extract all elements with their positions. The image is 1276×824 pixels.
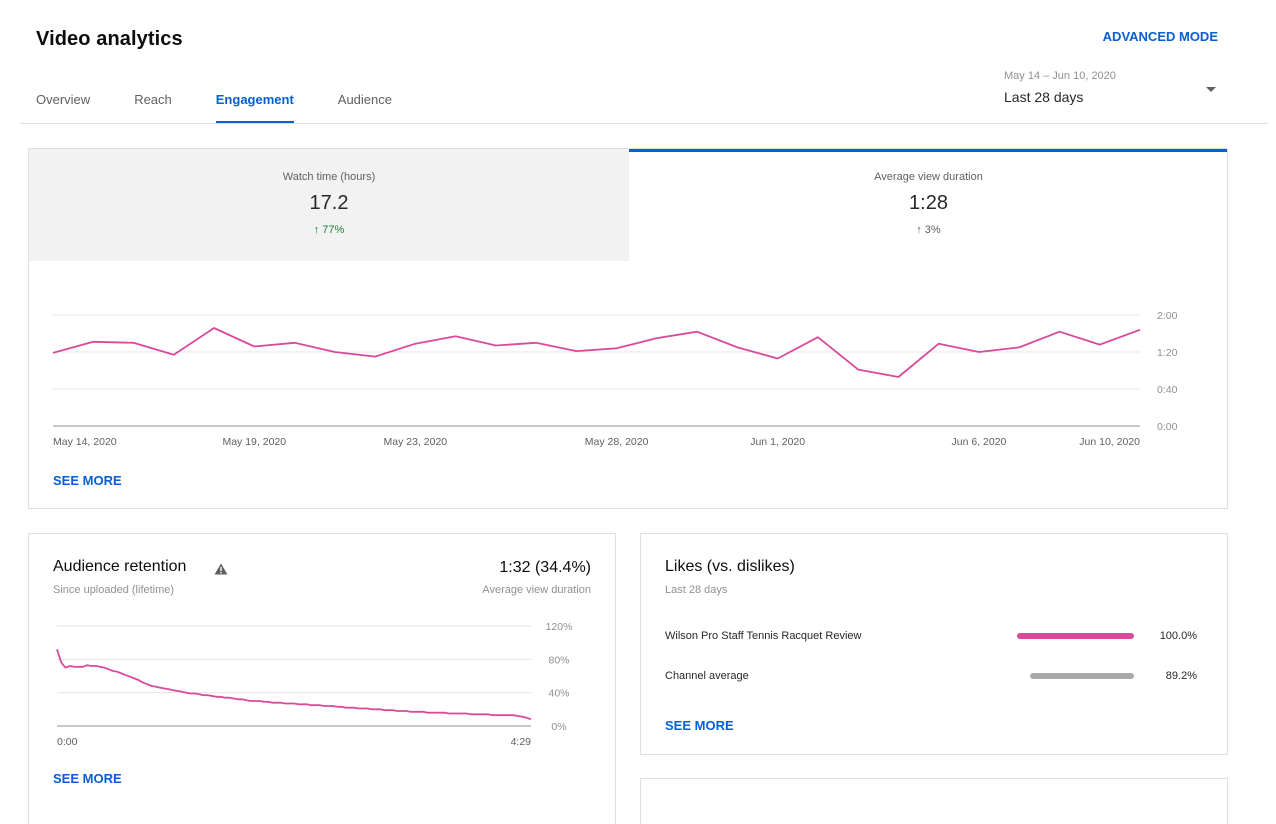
- x-tick-label: Jun 6, 2020: [952, 436, 1007, 448]
- metric-delta: ↑ 3%: [629, 224, 1227, 236]
- x-tick-label: 0:00: [57, 736, 78, 748]
- card-title: Audience retention: [53, 558, 187, 575]
- tab-overview[interactable]: Overview: [36, 92, 91, 107]
- arrow-up-icon: ↑: [313, 224, 320, 236]
- retention-value: 1:32 (34.4%): [499, 559, 591, 576]
- y-tick-label: 1:20: [1157, 347, 1178, 359]
- likes-bar-video: [1017, 633, 1134, 639]
- advanced-mode-button[interactable]: ADVANCED MODE: [1102, 29, 1218, 44]
- x-tick-label: May 19, 2020: [222, 436, 286, 448]
- date-range-label: Last 28 days: [1004, 89, 1084, 105]
- see-more-retention-link[interactable]: SEE MORE: [53, 771, 122, 786]
- likes-row-label-video: Wilson Pro Staff Tennis Racquet Review: [665, 630, 862, 642]
- tab-reach[interactable]: Reach: [134, 92, 172, 107]
- y-tick-label: 120%: [546, 621, 573, 633]
- audience-retention-chart: 0% 40% 80% 120% 0:00 4:29: [56, 621, 573, 748]
- metric-label: Average view duration: [874, 171, 983, 183]
- x-tick-label: May 28, 2020: [585, 436, 649, 448]
- audience-retention-card: Audience retention Since uploaded (lifet…: [28, 533, 616, 824]
- date-range-text: May 14 – Jun 10, 2020: [1004, 70, 1116, 82]
- engagement-card: Watch time (hours) 17.2 ↑ 77% Average vie…: [28, 148, 1228, 509]
- y-tick-label: 40%: [548, 688, 569, 700]
- y-tick-label: 80%: [548, 654, 569, 666]
- arrow-up-icon: ↑: [916, 224, 922, 236]
- metric-value: 1:28: [909, 192, 948, 214]
- card-title: Likes (vs. dislikes): [665, 558, 795, 575]
- tabs-divider: [20, 123, 1268, 124]
- tab-bar: Overview Reach Engagement Audience: [36, 92, 436, 124]
- x-tick-label: May 14, 2020: [53, 436, 117, 448]
- card-subtitle: Since uploaded (lifetime): [53, 584, 175, 596]
- x-tick-label: May 23, 2020: [384, 436, 448, 448]
- metric-delta: ↑ 77%: [29, 224, 629, 236]
- series-line: [52, 327, 1141, 378]
- x-tick-label: Jun 10, 2020: [1079, 436, 1140, 448]
- metric-label: Watch time (hours): [282, 171, 376, 183]
- likes-bar-channel: [1029, 673, 1134, 679]
- tab-engagement[interactable]: Engagement: [215, 92, 294, 124]
- y-tick-label: 0:40: [1157, 384, 1178, 396]
- likes-percent-channel: 89.2%: [1165, 670, 1197, 682]
- likes-percent-video: 100.0%: [1159, 630, 1197, 642]
- metric-tab-average-view-duration[interactable]: Average view duration 1:28 ↑ 3%: [629, 149, 1227, 261]
- avg-view-duration-chart: 0:00 0:40 1:20 2:00 May 14, 2020 May 19, 2020…: [52, 310, 1178, 448]
- y-tick-label: 0%: [551, 721, 566, 733]
- y-tick-label: 2:00: [1157, 310, 1178, 322]
- metric-delta-value: 77%: [322, 224, 345, 236]
- metric-tab-watch-time[interactable]: Watch time (hours) 17.2 ↑ 77%: [29, 149, 629, 261]
- dropdown-caret-icon: [1206, 87, 1216, 92]
- date-range-dropdown[interactable]: May 14 – Jun 10, 2020 Last 28 days: [1004, 70, 1220, 114]
- see-more-likes-link[interactable]: SEE MORE: [665, 718, 734, 733]
- retention-value-label: Average view duration: [482, 584, 591, 596]
- tab-audience[interactable]: Audience: [337, 92, 392, 107]
- metric-value: 17.2: [309, 192, 349, 214]
- x-tick-label: 4:29: [511, 736, 532, 748]
- page-title: Video analytics: [36, 28, 183, 50]
- likes-row-label-channel: Channel average: [665, 670, 749, 682]
- next-card: [640, 778, 1228, 824]
- y-tick-label: 0:00: [1157, 421, 1178, 433]
- likes-card: Likes (vs. dislikes) Last 28 days Wilson…: [640, 533, 1228, 755]
- warning-icon[interactable]: [214, 563, 228, 575]
- x-tick-label: Jun 1, 2020: [750, 436, 805, 448]
- card-subtitle: Last 28 days: [665, 584, 728, 596]
- see-more-engagement-link[interactable]: SEE MORE: [53, 473, 122, 488]
- metric-delta-value: 3%: [924, 224, 941, 236]
